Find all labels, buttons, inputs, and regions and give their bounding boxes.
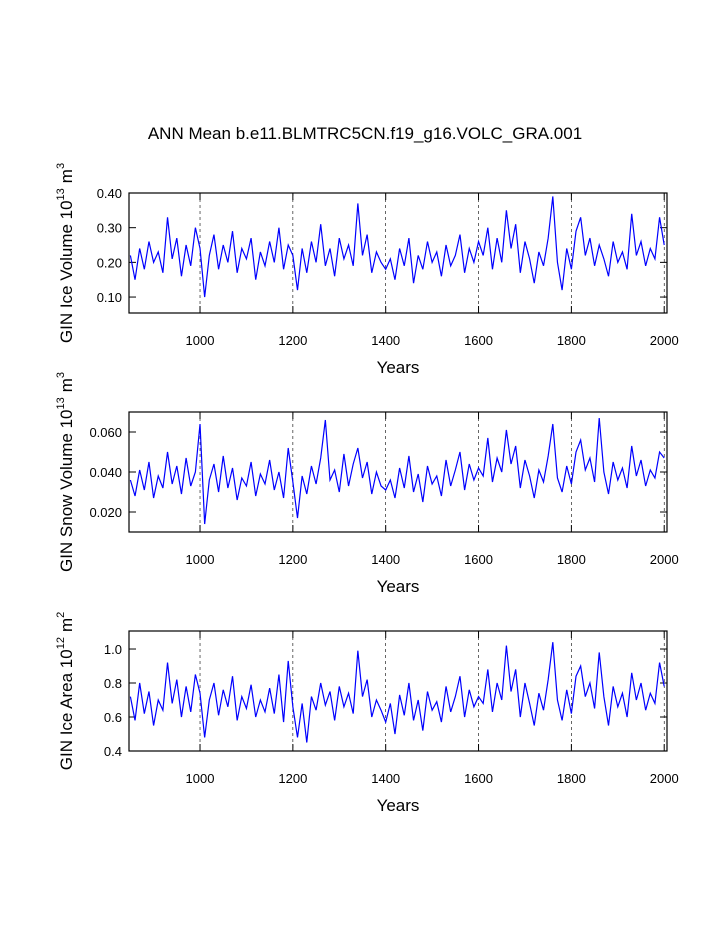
- x-tick-label: 1400: [371, 771, 400, 786]
- y-axis-label-text: GIN Ice Area 10: [57, 649, 76, 770]
- x-axis-label: Years: [377, 577, 420, 596]
- y-tick-label: 0.4: [104, 744, 122, 759]
- y-axis-label-exponent: 13: [55, 188, 67, 200]
- y-tick-label: 0.30: [97, 221, 122, 236]
- x-tick-label: 1200: [278, 552, 307, 567]
- x-tick-label: 2000: [650, 552, 679, 567]
- data-line: [129, 642, 665, 743]
- y-axis-label-unit: m: [57, 169, 76, 183]
- x-axis-label: Years: [377, 796, 420, 815]
- x-tick-label: 1000: [186, 552, 215, 567]
- plot-frame: [128, 192, 668, 314]
- x-tick-label: 1600: [464, 771, 493, 786]
- y-tick-label: 0.10: [97, 290, 122, 305]
- y-axis-label-unit-exponent: 2: [55, 612, 67, 618]
- x-tick-label: 1800: [557, 771, 586, 786]
- x-tick-label: 1400: [371, 552, 400, 567]
- data-line: [129, 417, 665, 525]
- y-axis-label-text: GIN Snow Volume 10: [57, 410, 76, 573]
- y-axis-label-unit-exponent: 3: [55, 372, 67, 378]
- y-tick-label: 1.0: [104, 642, 122, 657]
- y-tick-label: 0.060: [89, 425, 122, 440]
- x-tick-label: 2000: [650, 771, 679, 786]
- x-tick-label: 1200: [278, 333, 307, 348]
- x-tick-label: 1600: [464, 333, 493, 348]
- figure-title: ANN Mean b.e11.BLMTRC5CN.f19_g16.VOLC_GR…: [148, 124, 582, 143]
- y-axis-label-unit: m: [57, 378, 76, 392]
- x-tick-label: 1400: [371, 333, 400, 348]
- y-tick-label: 0.6: [104, 710, 122, 725]
- y-axis-label-unit: m: [57, 618, 76, 632]
- data-line: [129, 196, 665, 298]
- plot-frame: [128, 630, 668, 752]
- plot-frame: [128, 411, 668, 533]
- y-tick-label: 0.40: [97, 186, 122, 201]
- y-axis-label-text: GIN Ice Volume 10: [57, 200, 76, 343]
- y-axis-label-exponent: 13: [55, 397, 67, 409]
- y-tick-label: 0.020: [89, 505, 122, 520]
- y-axis-label-exponent: 12: [55, 637, 67, 649]
- y-axis-label-unit-exponent: 3: [55, 163, 67, 169]
- y-tick-label: 0.040: [89, 465, 122, 480]
- y-axis-label: GIN Snow Volume 1013 m3: [55, 372, 76, 572]
- x-tick-label: 1600: [464, 552, 493, 567]
- x-tick-label: 1800: [557, 552, 586, 567]
- y-axis-label: GIN Ice Volume 1013 m3: [55, 163, 76, 343]
- x-tick-label: 2000: [650, 333, 679, 348]
- y-tick-label: 0.20: [97, 255, 122, 270]
- y-axis-label: GIN Ice Area 1012 m2: [55, 612, 76, 771]
- x-axis-label: Years: [377, 358, 420, 377]
- x-tick-label: 1800: [557, 333, 586, 348]
- x-tick-label: 1000: [186, 771, 215, 786]
- x-tick-label: 1200: [278, 771, 307, 786]
- y-tick-label: 0.8: [104, 676, 122, 691]
- x-tick-label: 1000: [186, 333, 215, 348]
